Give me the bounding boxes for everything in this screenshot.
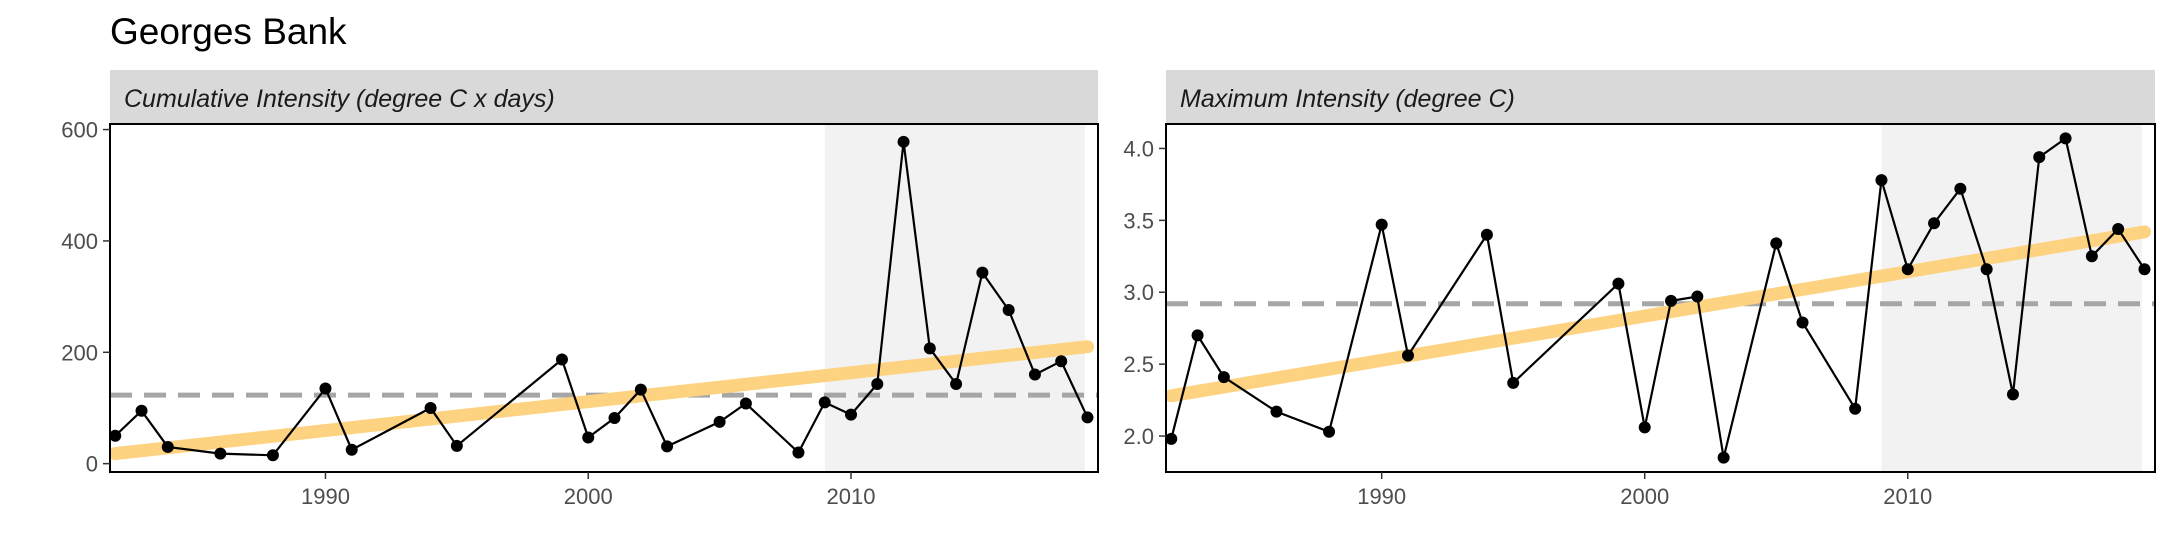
panel-strip — [110, 70, 1098, 124]
trend-line — [108, 340, 1094, 461]
data-point — [897, 135, 910, 148]
x-tick-label: 2010 — [1883, 484, 1932, 509]
data-point — [1796, 316, 1809, 329]
data-point — [161, 440, 174, 453]
panel-label: Cumulative Intensity (degree C x days) — [124, 85, 555, 113]
data-point — [345, 443, 358, 456]
data-point — [319, 382, 332, 395]
data-point — [1217, 371, 1230, 384]
panel-border — [109, 123, 1099, 473]
data-point — [1480, 228, 1493, 241]
x-tick-label: 1990 — [301, 484, 350, 509]
data-point — [1323, 425, 1336, 438]
x-tick-label: 2000 — [564, 484, 613, 509]
data-point — [1980, 263, 1993, 276]
figure-title: Georges Bank — [110, 11, 347, 52]
data-point — [739, 397, 752, 410]
data-point — [1928, 217, 1941, 230]
data-point — [1612, 277, 1625, 290]
series-line — [114, 141, 1089, 457]
y-tick-label: 2.5 — [1123, 352, 1154, 377]
data-point — [582, 431, 595, 444]
data-point — [135, 404, 148, 417]
data-point — [1401, 349, 1414, 362]
data-point — [424, 401, 437, 414]
data-point — [634, 383, 647, 396]
data-point — [950, 378, 963, 391]
shaded-region — [824, 124, 1085, 472]
data-point — [1055, 355, 1068, 368]
data-point — [1507, 376, 1520, 389]
data-point — [1165, 432, 1178, 445]
data-point — [871, 378, 884, 391]
data-point — [1081, 411, 1094, 424]
data-point — [792, 446, 805, 459]
shaded-region — [1881, 124, 2142, 472]
data-point — [1665, 294, 1678, 307]
panel-border — [1165, 123, 2156, 473]
y-tick-label: 0 — [86, 452, 98, 477]
data-point — [109, 429, 122, 442]
data-point — [1375, 218, 1388, 231]
data-point — [818, 396, 831, 409]
data-point — [1638, 421, 1651, 434]
y-tick-label: 2.0 — [1123, 424, 1154, 449]
data-point — [1691, 290, 1704, 303]
data-point — [1717, 451, 1730, 464]
panel-cumulative-intensity: Cumulative Intensity (degree C x days) 0 2… — [61, 70, 1099, 509]
data-point — [1770, 237, 1783, 250]
data-point — [2006, 388, 2019, 401]
data-point — [1849, 402, 1862, 415]
y-tick-label: 200 — [61, 340, 98, 365]
y-tick-label: 600 — [61, 118, 98, 143]
data-point — [1901, 263, 1914, 276]
panel-strip — [1166, 70, 2155, 124]
data-point — [2112, 222, 2125, 235]
data-point — [1270, 405, 1283, 418]
data-point — [2059, 132, 2072, 145]
x-tick-label: 2000 — [1620, 484, 1669, 509]
panel-label: Maximum Intensity (degree C) — [1180, 85, 1515, 113]
data-point — [450, 439, 463, 452]
data-point — [976, 266, 989, 279]
data-point — [214, 447, 227, 460]
y-tick-label: 4.0 — [1123, 136, 1154, 161]
data-point — [1028, 368, 1041, 381]
data-point — [2085, 250, 2098, 263]
data-point — [1191, 329, 1204, 342]
data-point — [2033, 151, 2046, 164]
data-point — [1002, 303, 1015, 316]
data-point — [661, 440, 674, 453]
data-point — [608, 411, 621, 424]
x-tick-label: 2010 — [827, 484, 876, 509]
y-tick-label: 400 — [61, 229, 98, 254]
data-point — [266, 449, 279, 462]
data-point — [555, 353, 568, 366]
data-point — [2138, 263, 2151, 276]
panel-maximum-intensity: Maximum Intensity (degree C) 2.0 2.5 3.0 3.5… — [1123, 70, 2156, 509]
data-point — [1954, 182, 1967, 195]
series-line — [1170, 136, 2146, 458]
data-point — [923, 342, 936, 355]
data-point — [713, 415, 726, 428]
data-point — [1875, 174, 1888, 187]
data-point — [845, 408, 857, 421]
y-tick-label: 3.0 — [1123, 280, 1154, 305]
y-tick-label: 3.5 — [1123, 208, 1154, 233]
x-tick-label: 1990 — [1357, 484, 1406, 509]
